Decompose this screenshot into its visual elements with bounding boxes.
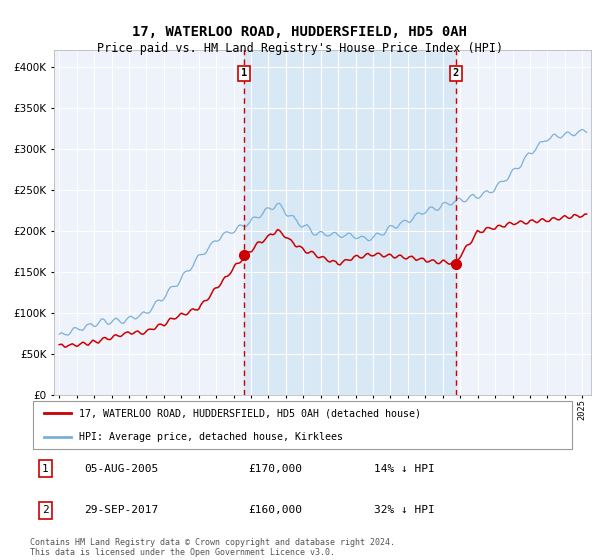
Text: Contains HM Land Registry data © Crown copyright and database right 2024.
This d: Contains HM Land Registry data © Crown c… bbox=[30, 538, 395, 557]
Text: 2: 2 bbox=[42, 505, 49, 515]
Text: £170,000: £170,000 bbox=[248, 464, 302, 474]
Text: 17, WATERLOO ROAD, HUDDERSFIELD, HD5 0AH: 17, WATERLOO ROAD, HUDDERSFIELD, HD5 0AH bbox=[133, 25, 467, 39]
Text: 05-AUG-2005: 05-AUG-2005 bbox=[85, 464, 159, 474]
Text: 14% ↓ HPI: 14% ↓ HPI bbox=[374, 464, 435, 474]
Bar bbox=[244, 50, 456, 395]
Text: 17, WATERLOO ROAD, HUDDERSFIELD, HD5 0AH (detached house): 17, WATERLOO ROAD, HUDDERSFIELD, HD5 0AH… bbox=[79, 408, 421, 418]
Text: Price paid vs. HM Land Registry's House Price Index (HPI): Price paid vs. HM Land Registry's House … bbox=[97, 42, 503, 55]
Text: 1: 1 bbox=[241, 68, 247, 78]
Text: 29-SEP-2017: 29-SEP-2017 bbox=[85, 505, 159, 515]
Text: 32% ↓ HPI: 32% ↓ HPI bbox=[374, 505, 435, 515]
Text: 1: 1 bbox=[42, 464, 49, 474]
Text: 2: 2 bbox=[453, 68, 459, 78]
Text: £160,000: £160,000 bbox=[248, 505, 302, 515]
Text: HPI: Average price, detached house, Kirklees: HPI: Average price, detached house, Kirk… bbox=[79, 432, 343, 442]
FancyBboxPatch shape bbox=[33, 402, 572, 449]
